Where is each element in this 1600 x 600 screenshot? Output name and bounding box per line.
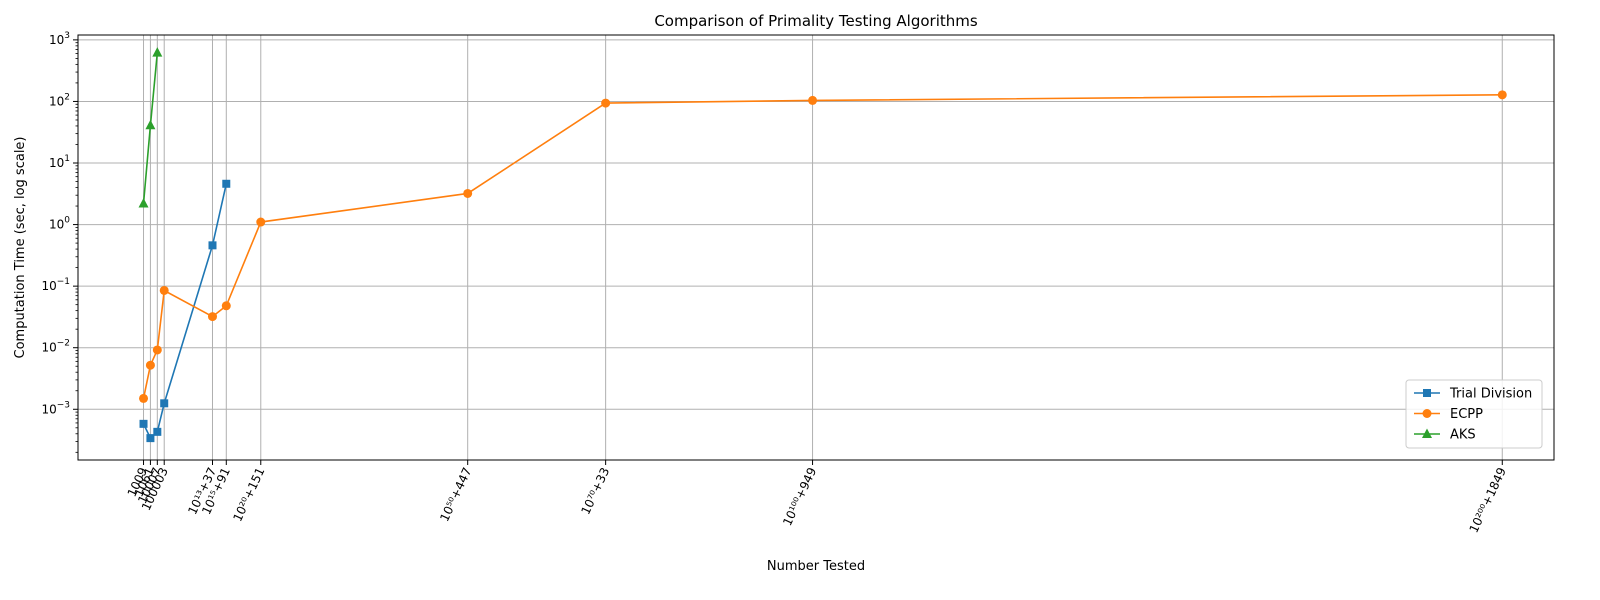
data-point-ecpp <box>1497 90 1507 100</box>
y-tick-label: 10−2 <box>41 339 70 355</box>
legend-marker-ecpp <box>1422 409 1432 418</box>
data-point-ecpp <box>207 312 217 322</box>
data-point-trial-division <box>153 427 162 436</box>
y-tick-label: 101 <box>49 154 70 170</box>
series-trial-division <box>139 179 231 443</box>
data-point-ecpp <box>139 393 149 403</box>
data-point-trial-division <box>222 179 231 188</box>
legend-label-aks: AKS <box>1450 428 1476 443</box>
y-tick-label: 10−3 <box>41 400 70 416</box>
series-line-trial-division <box>142 183 228 440</box>
data-point-ecpp <box>221 301 231 311</box>
chart-title: Comparison of Primality Testing Algorith… <box>654 12 978 30</box>
y-axis: 10−3 10−2 10−1 100 101 102 103 <box>41 31 78 453</box>
x-tick-label: 10⁷⁰+33 <box>578 465 612 516</box>
data-point-ecpp <box>152 345 162 355</box>
plot-frame <box>77 34 1555 461</box>
legend-marker-aks <box>1422 428 1432 438</box>
legend-box <box>1405 379 1543 449</box>
y-tick-label: 102 <box>49 92 70 108</box>
x-axis-title: Number Tested <box>767 559 865 574</box>
data-point-trial-division <box>139 419 148 428</box>
y-tick-label: 103 <box>49 31 70 47</box>
data-point-ecpp <box>256 217 266 227</box>
data-point-aks <box>152 47 163 57</box>
x-tick-label: 10²⁰⁰+1849 <box>1467 465 1509 535</box>
x-tick-label: 10²⁰+151 <box>230 465 267 523</box>
data-point-aks <box>145 119 156 130</box>
series-line-ecpp <box>142 94 1503 399</box>
series-aks <box>138 47 163 208</box>
y-axis-title: Computation Time (sec, log scale) <box>13 136 28 358</box>
data-point-trial-division <box>160 399 169 408</box>
x-tick-label: 10⁵⁰+447 <box>437 465 474 523</box>
legend: Trial Division ECPP AKS <box>1405 379 1543 449</box>
legend-marker-trial-division <box>1423 389 1431 397</box>
data-point-ecpp <box>601 98 611 108</box>
y-tick-label: 10−1 <box>41 277 70 293</box>
data-point-ecpp <box>463 188 473 198</box>
x-tick-label: 10¹⁰⁰+949 <box>780 465 819 528</box>
data-point-aks <box>138 197 149 208</box>
data-point-trial-division <box>146 434 155 443</box>
y-tick-label: 100 <box>49 216 70 232</box>
data-point-ecpp <box>159 285 169 295</box>
legend-label-trial-division: Trial Division <box>1449 387 1532 402</box>
data-point-trial-division <box>208 241 217 250</box>
data-point-ecpp <box>808 95 818 105</box>
legend-label-ecpp: ECPP <box>1450 407 1483 422</box>
data-point-ecpp <box>145 360 155 370</box>
series-ecpp <box>139 90 1507 403</box>
series-layer <box>138 47 1507 443</box>
